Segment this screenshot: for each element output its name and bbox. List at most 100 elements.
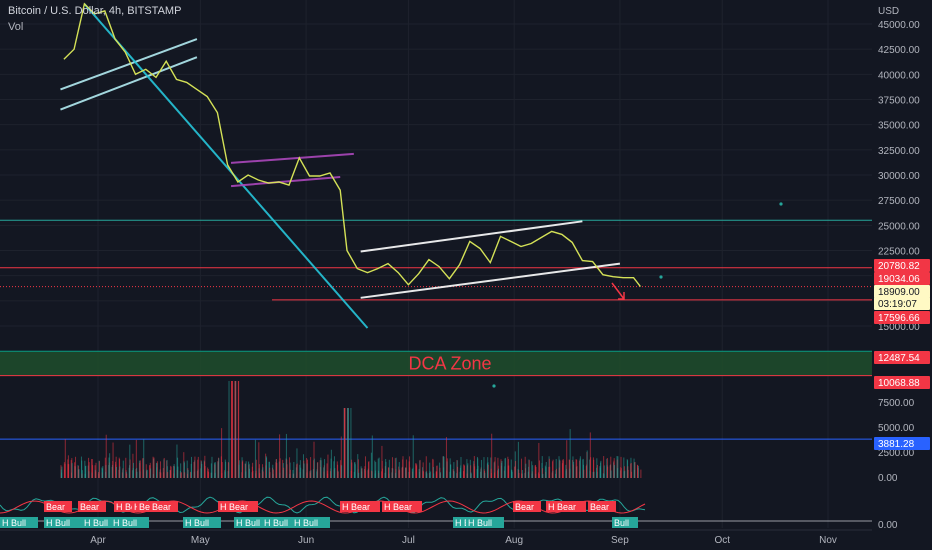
bear-signal-text: Bear — [152, 502, 171, 512]
volume-bar — [385, 461, 387, 478]
volume-bar — [88, 457, 90, 478]
volume-bar — [596, 464, 598, 478]
volume-bar — [313, 458, 315, 478]
oscillator-tick-label: 0.00 — [878, 520, 898, 531]
volume-bar — [167, 472, 169, 478]
price-tick-label: 35000.00 — [878, 121, 920, 132]
volume-bar — [569, 429, 571, 478]
volume-bar — [562, 459, 564, 478]
bull-signal-tag — [111, 517, 149, 528]
volume-bar — [341, 465, 343, 478]
volume-bar — [630, 463, 632, 478]
volume-bar — [559, 460, 561, 478]
time-axis-panel — [0, 530, 932, 550]
volume-bar — [370, 452, 372, 478]
volume-bar — [163, 457, 165, 478]
volume-bar — [160, 472, 162, 478]
bull-signal-tag — [612, 517, 638, 528]
volume-bar — [425, 456, 427, 478]
volume-bar — [235, 381, 237, 478]
volume-bar — [258, 442, 260, 478]
volume-bar — [542, 468, 544, 478]
volume-bar — [576, 466, 578, 478]
volume-bar — [607, 466, 609, 478]
volume-bar — [532, 465, 534, 478]
volume-bar — [596, 458, 598, 478]
volume-bar — [480, 459, 482, 478]
volume-bar — [528, 460, 530, 478]
bear-signal-tag — [340, 501, 380, 512]
volume-bar — [457, 466, 459, 478]
volume-bar — [91, 459, 93, 478]
volume-bar — [589, 432, 591, 478]
volume-bar — [317, 462, 319, 478]
volume-bar — [354, 464, 356, 478]
volume-bar — [541, 456, 543, 478]
time-tick-label: Jul — [402, 535, 415, 546]
volume-bar — [429, 472, 431, 478]
volume-bar — [388, 459, 390, 478]
signal-dot — [659, 275, 663, 279]
volume-bar — [521, 470, 523, 478]
volume-bar — [259, 473, 261, 478]
volume-bar — [466, 459, 468, 478]
currency-label: USD — [878, 6, 899, 17]
volume-bar — [558, 456, 560, 478]
volume-bar — [634, 462, 636, 478]
volume-tick-label: 5000.00 — [878, 423, 915, 434]
volume-bar — [446, 458, 448, 478]
volume-bar — [378, 457, 380, 478]
volume-bar — [593, 459, 595, 478]
volume-bar — [186, 460, 188, 478]
volume-bar — [470, 473, 472, 478]
volume-bar — [303, 463, 305, 478]
price-tick-label: 42500.00 — [878, 45, 920, 56]
volume-bar — [252, 470, 254, 478]
price-series-line — [63, 2, 641, 288]
volume-bar — [204, 466, 206, 478]
trendline — [360, 262, 621, 299]
signal-dot — [492, 384, 496, 388]
volume-bar — [285, 433, 287, 478]
bear-signal-text: H Bear — [548, 502, 576, 512]
bear-signal-text: Bear — [590, 502, 609, 512]
volume-bar — [544, 465, 546, 478]
symbol-title: Bitcoin / U.S. Dollar, 4h, BITSTAMP — [8, 5, 182, 17]
trendline — [230, 176, 341, 188]
volume-bar — [176, 444, 178, 478]
volume-bar — [627, 469, 629, 478]
volume-bar — [180, 463, 182, 478]
volume-bar — [139, 460, 141, 478]
bear-signal-tag — [150, 501, 178, 512]
volume-bar — [173, 466, 175, 478]
volume-bar — [327, 454, 329, 478]
volume-bar — [306, 459, 308, 478]
volume-bar — [405, 459, 407, 478]
volume-bar — [153, 457, 155, 478]
volume-bar — [150, 468, 152, 478]
volume-bar — [419, 459, 421, 478]
volume-bar — [201, 463, 203, 478]
volume-bar — [310, 457, 312, 478]
volume-bar — [593, 471, 595, 478]
volume-bar — [71, 463, 73, 478]
volume-bar — [81, 460, 83, 478]
volume-bar — [334, 468, 336, 478]
time-tick-label: May — [191, 535, 210, 546]
volume-bar — [282, 459, 284, 478]
volume-bar — [299, 464, 301, 478]
bull-signal-tag — [262, 517, 300, 528]
volume-bar — [624, 470, 626, 478]
volume-bar — [88, 462, 90, 478]
volume-bar — [394, 458, 396, 478]
volume-bar — [392, 468, 394, 478]
price-tick-label: 22500.00 — [878, 247, 920, 258]
volume-bar — [210, 463, 212, 478]
volume-bar — [126, 473, 128, 478]
time-tick-label: Sep — [611, 535, 629, 546]
price-tick-label: 40000.00 — [878, 70, 920, 81]
volume-bar — [242, 460, 244, 478]
bull-signal-tag — [44, 517, 82, 528]
